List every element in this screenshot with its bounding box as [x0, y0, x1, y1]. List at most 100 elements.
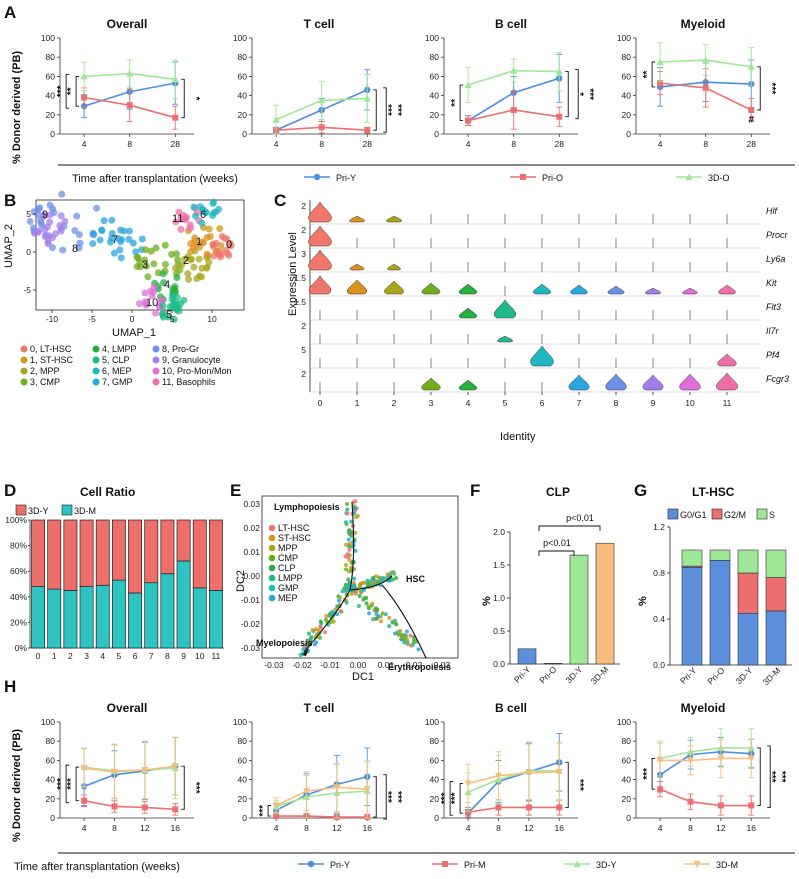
bar-3d-y [63, 519, 78, 591]
sig-label: *** [766, 771, 777, 783]
x-tick-label: 16 [555, 823, 565, 833]
x-tick-label: 4 [658, 823, 663, 833]
series-pri-o [273, 121, 371, 134]
x-tick-label: 0.01 [378, 660, 395, 670]
data-point [510, 67, 518, 74]
cell-point [356, 603, 361, 608]
legend-dot [268, 564, 276, 572]
data-point [364, 127, 371, 134]
cell-point [302, 643, 307, 648]
series-line [275, 790, 368, 808]
panel-label-f: F [470, 481, 480, 500]
violin-shape [642, 374, 664, 391]
data-point [80, 765, 88, 772]
y-tick-label: 100 [617, 33, 631, 43]
y-tick-label: 80 [238, 736, 248, 746]
sig-label: *** [66, 778, 77, 790]
y-tick-label: 20% [10, 617, 27, 627]
legend-marker [573, 860, 581, 867]
umap-point [142, 262, 150, 270]
legend-label: 8, Pro-Gr [162, 344, 199, 354]
legend-label: G0/G1 [680, 510, 707, 520]
cell-point [335, 604, 340, 609]
data-point [702, 84, 709, 91]
series-line [275, 786, 368, 807]
umap-point [117, 254, 125, 262]
umap-point [203, 263, 211, 271]
cluster-number: 3 [142, 259, 148, 271]
legend-dot [152, 378, 160, 386]
legend-swatch [756, 508, 768, 520]
x-tick-label: 28 [171, 139, 181, 149]
x-tick-label: 4 [100, 651, 105, 661]
sig-bracket [383, 87, 387, 133]
cell-point [343, 520, 348, 525]
series-pri-o [81, 87, 179, 130]
panel-label-c: C [274, 191, 286, 210]
series-3d-o [656, 42, 755, 87]
legend-label: 3D-O [708, 173, 730, 183]
y-tick-label: 100 [41, 33, 55, 43]
series-line [275, 775, 368, 812]
bar-pri-y [517, 648, 537, 665]
bar-segment-g0-g1 [765, 610, 787, 666]
y-tick-label: 0% [15, 643, 28, 653]
y-tick-label: 1.5 [493, 560, 505, 570]
bar-segment-g2-m [765, 577, 787, 612]
data-point [556, 804, 563, 811]
x-tick-label: 3D-Y [564, 664, 585, 685]
data-point [363, 786, 371, 793]
violin-shape [717, 353, 737, 367]
violin-shape [421, 282, 441, 295]
y-tick-label: 60 [430, 71, 440, 81]
y-tick-label: 60 [46, 755, 56, 765]
data-point [318, 124, 325, 131]
violin-shape [387, 263, 401, 271]
umap-point [152, 309, 160, 317]
legend-label: G2/M [724, 510, 746, 520]
legend-dot [268, 554, 276, 562]
data-point [318, 96, 326, 104]
sig-bracket [449, 780, 454, 816]
chart-title: B cell [495, 701, 527, 715]
violin-shape [718, 284, 736, 295]
x-tick-label: 12 [524, 823, 534, 833]
row-tick-label: 3 [301, 249, 306, 259]
x-tick-label: -0.03 [264, 660, 284, 670]
legend-label: 3D-Y [596, 860, 617, 870]
umap-point [195, 255, 203, 263]
violin-shape [349, 263, 365, 271]
cell-point [308, 637, 313, 642]
cell-point [347, 541, 352, 546]
y-tick-label: 1.0 [493, 593, 505, 603]
umap-point [203, 250, 211, 258]
umap-frame [35, 199, 245, 311]
sig-bracket [459, 782, 464, 814]
data-point [556, 113, 563, 120]
umap-point [209, 200, 217, 208]
x-tick-label: 0 [130, 314, 135, 324]
x-tick-label: -0.01 [320, 660, 340, 670]
cell-point [345, 501, 350, 506]
legend-marker [442, 861, 448, 867]
cluster-number: 1 [196, 236, 202, 248]
umap-point [210, 252, 218, 260]
cell-point [346, 577, 351, 582]
x-tick-label: 8 [511, 139, 516, 149]
panel-a-legend: Pri-Y Pri-O 3D-O [304, 173, 730, 183]
umap-point [222, 246, 230, 254]
cell-point [387, 624, 392, 629]
series-line [467, 761, 560, 814]
umap-point [191, 234, 199, 242]
umap-point [40, 211, 48, 219]
x-tick-label: 8 [688, 823, 693, 833]
umap-point [172, 218, 180, 226]
y-tick-label: 60 [430, 755, 440, 765]
cell-point [349, 591, 354, 596]
lymphopoiesis-label: Lymphopoiesis [274, 502, 340, 512]
y-tick-label: 0 [242, 129, 247, 139]
sig-bracket [75, 766, 80, 802]
cell-point [416, 647, 421, 652]
y-tick-label: 100% [5, 515, 27, 525]
diffusion-ylabel: DC2 [235, 570, 247, 592]
